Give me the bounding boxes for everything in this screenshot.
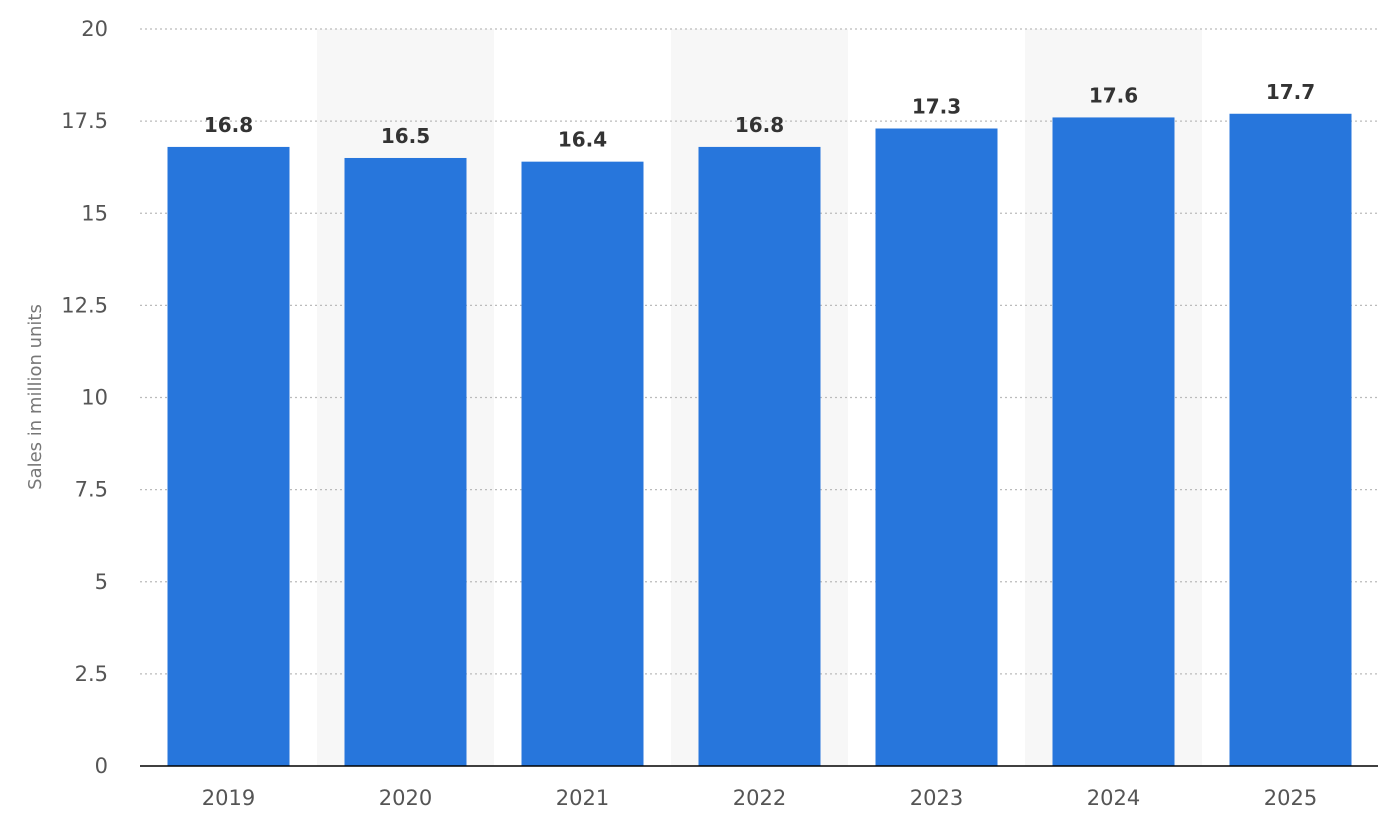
y-axis-tick-labels: 0 2.5 5 7.5 10 12.5 15 17.5 20 (61, 17, 108, 778)
bar (875, 128, 998, 766)
bar (344, 157, 467, 767)
x-tick-label: 2025 (1264, 786, 1317, 810)
x-tick-label: 2024 (1087, 786, 1140, 810)
y-tick-label: 20 (81, 17, 108, 41)
x-axis-tick-labels: 2019 2020 2021 2022 2023 2024 2025 (202, 786, 1317, 810)
x-tick-label: 2021 (556, 786, 609, 810)
x-tick-label: 2022 (733, 786, 786, 810)
y-tick-label: 10 (81, 386, 108, 410)
bars (167, 113, 1352, 767)
y-tick-label: 12.5 (61, 293, 108, 317)
y-tick-label: 2.5 (75, 662, 108, 686)
y-tick-label: 15 (81, 201, 108, 225)
x-tick-label: 2023 (910, 786, 963, 810)
data-label: 16.4 (558, 128, 607, 152)
bar (521, 161, 644, 766)
data-label: 16.5 (381, 124, 430, 148)
bar (1229, 113, 1352, 766)
y-tick-label: 17.5 (61, 109, 108, 133)
data-label: 16.8 (204, 113, 253, 137)
y-tick-label: 5 (95, 570, 108, 594)
data-label: 17.7 (1266, 80, 1315, 104)
x-tick-label: 2019 (202, 786, 255, 810)
y-tick-label: 7.5 (75, 478, 108, 502)
data-label: 16.8 (735, 113, 784, 137)
y-axis-title: Sales in million units (25, 304, 46, 490)
data-label: 17.6 (1089, 83, 1138, 107)
data-label: 17.3 (912, 94, 961, 118)
bar (698, 146, 821, 767)
bar (1052, 117, 1175, 766)
y-tick-label: 0 (95, 754, 108, 778)
bar (167, 146, 290, 767)
x-tick-label: 2020 (379, 786, 432, 810)
value-labels: 16.8 16.5 16.4 16.8 17.3 17.6 17.7 (204, 80, 1315, 152)
